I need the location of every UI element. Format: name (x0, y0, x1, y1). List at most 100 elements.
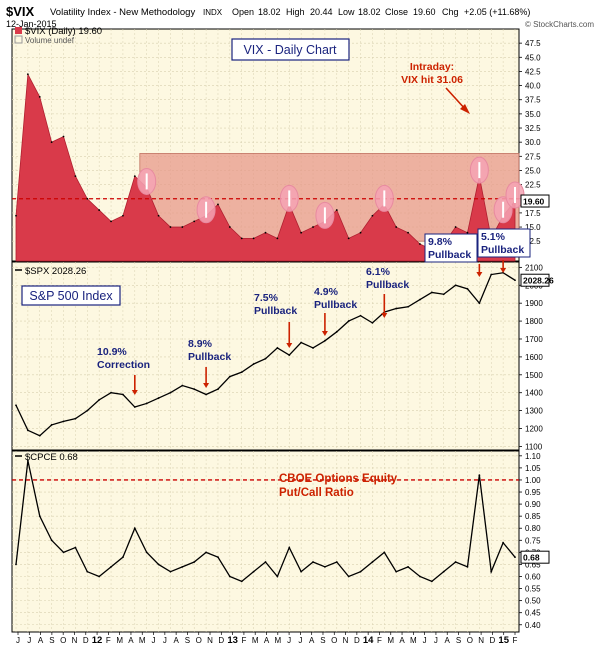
cpce-title-line1: CBOE Options Equity (279, 473, 398, 485)
data-point (347, 237, 350, 240)
data-point (193, 220, 196, 223)
y-tick-label: 0.60 (525, 572, 541, 581)
data-point (62, 551, 65, 554)
annotation-box (424, 233, 478, 263)
symbol-label: $VIX (6, 4, 35, 19)
x-tick-label: A (38, 636, 44, 645)
x-tick-label: M (139, 636, 146, 645)
data-point (86, 570, 89, 573)
y-tick-label: 1200 (525, 425, 543, 434)
cpce-title-line2: Put/Call Ratio (279, 487, 354, 499)
cpce-legend: $CPCE 0.68 (15, 452, 78, 463)
x-tick-label: J (434, 636, 438, 645)
annotation-label: Pullback (428, 249, 471, 261)
x-tick-label: M (116, 636, 123, 645)
data-point (50, 539, 53, 542)
data-point (442, 570, 445, 573)
data-point (371, 321, 374, 324)
y-tick-label: 0.55 (525, 585, 541, 594)
data-point (466, 231, 469, 234)
last-value-badge (520, 194, 550, 208)
x-tick-label: 15 (498, 635, 509, 646)
low-label: Low (338, 7, 355, 17)
spx-title-frame (21, 285, 121, 306)
data-point (395, 226, 398, 228)
y-tick-label: 27.5 (525, 152, 541, 161)
last-value-badge (520, 550, 550, 564)
data-point (181, 226, 184, 228)
data-point (335, 209, 338, 211)
intraday-annotation: Intraday: VIX hit 31.06 (401, 61, 470, 114)
data-point (98, 575, 101, 578)
x-tick-label: N (478, 636, 484, 645)
data-point (312, 561, 314, 563)
x-tick-label: F (513, 636, 518, 645)
high-label: High (286, 7, 305, 17)
data-point (407, 305, 409, 308)
data-point (395, 570, 398, 573)
data-point (193, 561, 196, 563)
data-point (490, 273, 493, 276)
y-tick-label: 45.0 (525, 53, 541, 62)
spx-legend-text: $SPX 2028.26 (25, 266, 86, 277)
x-tick-label: M (387, 636, 394, 645)
y-tick-label: 35.0 (525, 110, 541, 119)
data-point (276, 347, 279, 349)
data-point (98, 209, 101, 211)
data-point (419, 575, 421, 578)
data-point (430, 291, 433, 294)
data-point (288, 354, 291, 357)
vix-panel: 47.5 45.0 42.5 40.0 37.5 35.0 32.5 30.0 27.5 25.0… (11, 28, 550, 262)
data-point (454, 561, 457, 563)
annotation-arrowhead (321, 331, 328, 336)
annotation-label: Correction (97, 359, 150, 371)
data-point (62, 420, 65, 423)
y-tick-label: 22.5 (525, 181, 541, 190)
y-tick-label: 0.75 (525, 536, 541, 545)
x-tick-label: O (196, 636, 202, 645)
volume-legend-swatch (14, 35, 23, 44)
exchange-label: INDX (203, 8, 223, 17)
y-tick-label: 1800 (525, 317, 543, 326)
y-tick-label: 1700 (525, 335, 543, 344)
y-tick-label: 1100 (525, 442, 543, 451)
data-point (240, 237, 243, 240)
vix-title-frame (231, 38, 350, 61)
data-point (407, 231, 409, 234)
x-tick-label: O (467, 636, 473, 645)
spx-title-text: S&P 500 Index (29, 289, 113, 303)
annotation-arrowhead (203, 383, 210, 388)
data-point (217, 203, 219, 206)
y-tick-label: 17.5 (525, 209, 541, 218)
intraday-arrow (445, 87, 467, 111)
annotation-pct: 4.9% (314, 286, 339, 298)
data-point (86, 197, 89, 200)
data-point (74, 546, 77, 549)
data-point (169, 570, 172, 573)
data-point (181, 384, 184, 387)
y-tick-label: 32.5 (525, 124, 541, 133)
x-tick-label: S (456, 636, 461, 645)
x-tick-label: A (445, 636, 451, 645)
data-point (454, 226, 457, 228)
x-tick-label: S (185, 636, 190, 645)
data-point (264, 561, 267, 563)
y-tick-label: 0.90 (525, 500, 541, 509)
annotation-pct: 10.9% (97, 346, 127, 358)
last-value-text: 19.60 (523, 197, 545, 207)
y-tick-label: 30.0 (525, 138, 541, 147)
y-tick-label: 0.40 (525, 621, 541, 630)
data-point (110, 565, 112, 568)
data-point (454, 284, 457, 287)
data-point (26, 429, 29, 432)
x-tick-label: J (423, 636, 427, 645)
y-tick-label: 37.5 (525, 96, 541, 105)
data-point (133, 175, 136, 178)
data-point (264, 357, 267, 360)
x-tick-label: N (207, 636, 213, 645)
y-tick-label: 1900 (525, 299, 543, 308)
data-point (514, 279, 516, 282)
last-value-badge (520, 273, 550, 287)
annotation-arrowhead (131, 390, 138, 395)
x-tick-label: O (60, 636, 66, 645)
